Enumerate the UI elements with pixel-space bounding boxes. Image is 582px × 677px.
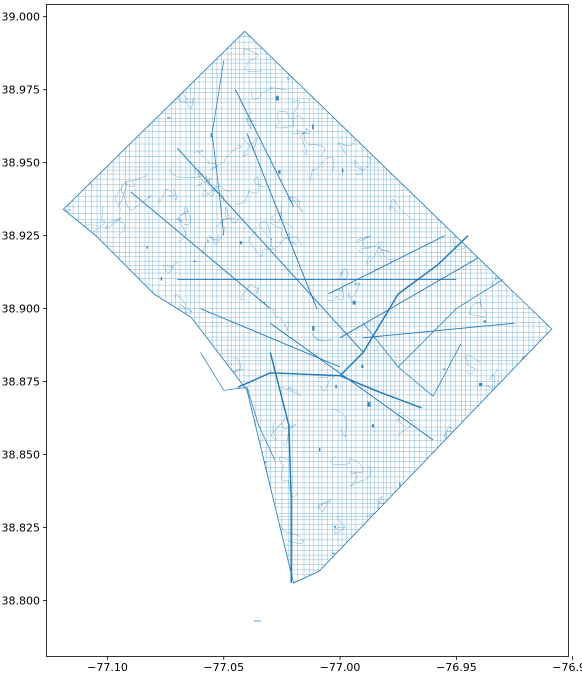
parkway-line — [269, 352, 292, 583]
dense-feature — [275, 95, 279, 101]
y-tick-label: 38.850 — [2, 449, 41, 462]
dense-feature — [312, 326, 315, 331]
dense-feature — [319, 447, 321, 452]
dense-feature — [239, 241, 243, 245]
bridge-road-line — [397, 279, 504, 368]
dense-feature — [367, 402, 371, 407]
dense-feature — [278, 170, 281, 174]
y-tick-label: 38.825 — [2, 522, 41, 535]
dense-feature — [335, 384, 337, 389]
dense-feature — [399, 482, 401, 487]
dense-feature — [478, 383, 483, 386]
river-shore-line — [200, 352, 276, 461]
y-tick-label: 38.900 — [2, 303, 41, 316]
river-shore-line — [363, 322, 462, 397]
dense-feature — [312, 124, 314, 130]
dense-feature — [167, 117, 171, 119]
diagonal-avenue — [200, 308, 341, 368]
dense-feature — [160, 277, 163, 281]
dense-feature — [361, 364, 364, 368]
dense-feature — [263, 301, 266, 304]
diagonal-avenue — [270, 322, 434, 441]
diagonal-avenue — [234, 89, 294, 207]
creek-line — [211, 60, 225, 236]
diagonal-avenue — [339, 249, 492, 339]
district-boundary — [62, 30, 553, 584]
dense-feature — [352, 300, 356, 305]
x-tick-label: −76.90 — [552, 661, 582, 674]
dense-feature — [334, 525, 336, 528]
y-tick-label: 38.925 — [2, 230, 41, 243]
y-tick-label: 38.975 — [2, 84, 41, 97]
x-tick-label: −77.10 — [87, 661, 128, 674]
x-axis: −77.10 −77.05 −77.00 −76.95 −76.90 — [87, 656, 582, 674]
axes-frame — [46, 4, 569, 657]
diagonal-avenue — [176, 147, 364, 353]
dense-feature — [332, 552, 335, 554]
x-tick-label: −77.00 — [320, 661, 361, 674]
y-tick-label: 38.875 — [2, 376, 41, 389]
dense-feature — [210, 133, 213, 138]
y-tick-label: 38.950 — [2, 157, 41, 170]
x-tick-label: −77.05 — [203, 661, 244, 674]
diagonal-avenue — [328, 235, 445, 295]
y-tick-label: 38.800 — [2, 595, 41, 608]
diagonal-avenue — [363, 322, 515, 339]
diagonal-avenue — [130, 191, 271, 309]
dense-feature — [146, 245, 148, 249]
diagonal-avenue — [246, 133, 318, 309]
dense-feature — [341, 168, 344, 173]
dense-feature — [442, 368, 445, 370]
dense-feature — [483, 320, 487, 323]
y-axis: 38.800 38.825 38.850 38.875 38.900 38.925 38.9… — [2, 11, 47, 608]
y-tick-label: 39.000 — [2, 11, 41, 24]
dense-feature — [193, 260, 197, 262]
x-tick-label: −76.95 — [436, 661, 477, 674]
dense-feature — [371, 424, 374, 428]
interstate-line — [339, 235, 469, 377]
